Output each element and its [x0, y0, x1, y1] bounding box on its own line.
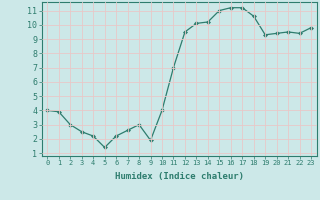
X-axis label: Humidex (Indice chaleur): Humidex (Indice chaleur)	[115, 172, 244, 181]
